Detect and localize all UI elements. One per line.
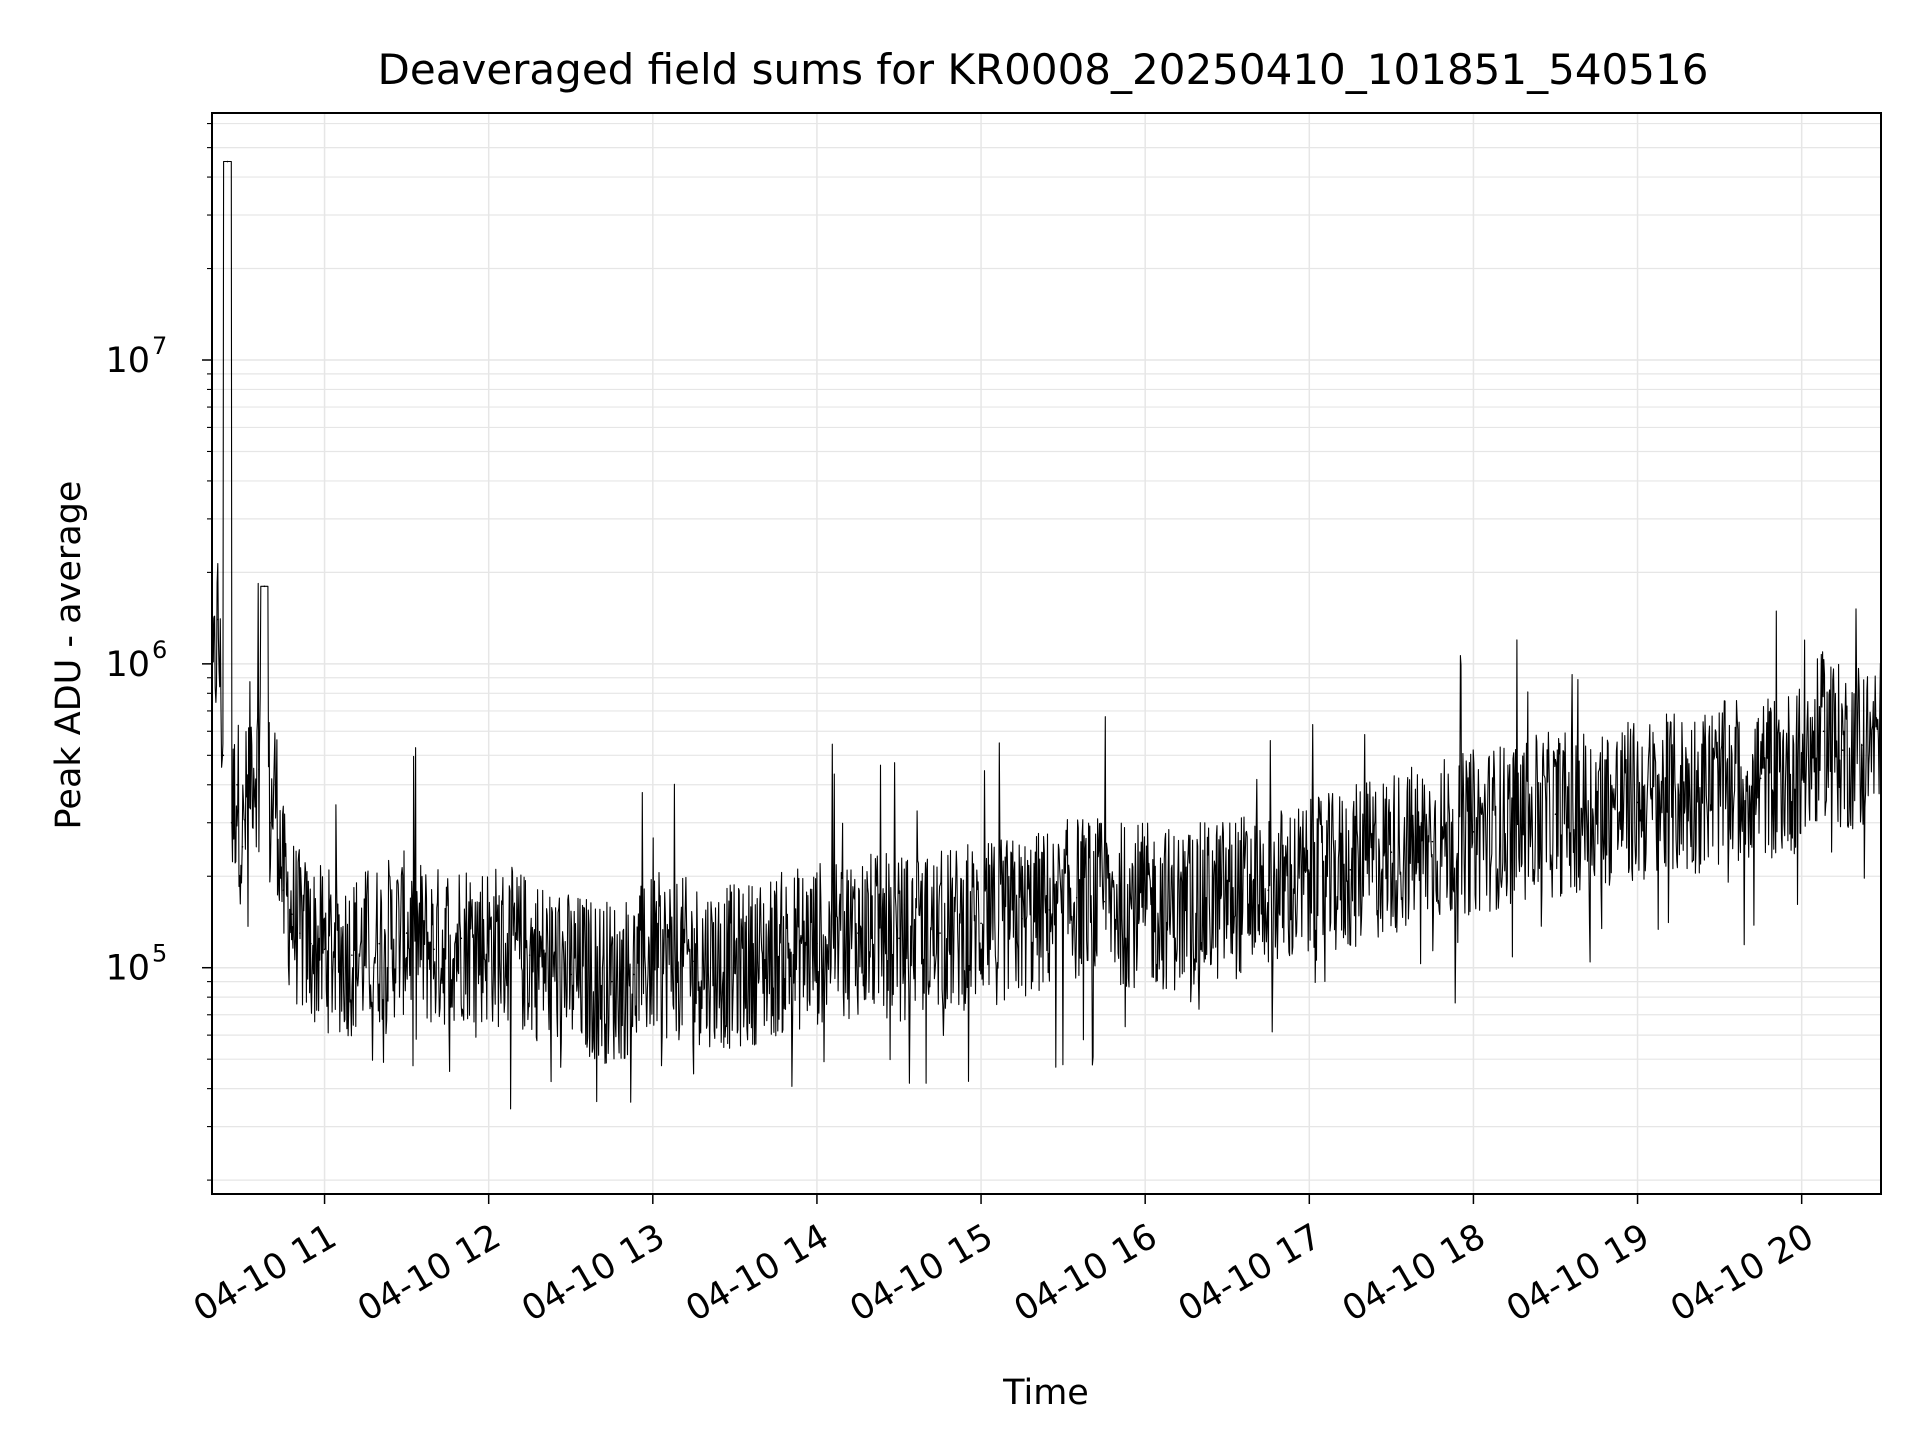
data-point (274, 783, 277, 786)
y-tick-label: 10 (105, 949, 150, 989)
data-point (1677, 794, 1680, 796)
data-point (299, 932, 301, 934)
data-point (1431, 840, 1434, 843)
data-point (1636, 801, 1639, 804)
data-point (230, 821, 233, 824)
data-point (217, 618, 219, 621)
data-point (1861, 744, 1863, 746)
data-point (1308, 882, 1311, 884)
data-point (528, 954, 531, 956)
data-point (1185, 909, 1188, 911)
data-point (857, 932, 859, 934)
grid (212, 113, 1881, 1194)
data-point (1718, 783, 1721, 786)
y-tick-label: 10 (105, 341, 150, 381)
data-point (249, 754, 252, 757)
data-point (1595, 805, 1598, 808)
data-point (323, 948, 326, 951)
data-point (1822, 730, 1825, 733)
data-point (1103, 900, 1105, 903)
data-point (1267, 889, 1270, 891)
y-tick-exponent: 5 (152, 940, 167, 968)
data-point (269, 821, 271, 824)
data-point (693, 960, 695, 963)
data-point (898, 937, 900, 940)
data-point (405, 932, 408, 934)
data-point (939, 932, 941, 934)
data-point (734, 966, 736, 969)
data-point (1021, 917, 1023, 920)
data-point (1554, 813, 1557, 816)
data-point (569, 973, 572, 976)
data-point (1759, 777, 1762, 780)
data-point (775, 954, 777, 956)
data-point (1048, 909, 1051, 911)
data-point (1226, 896, 1229, 899)
data-point (1841, 749, 1844, 751)
y-tick-exponent: 7 (152, 332, 167, 360)
x-axis-label: Time (1002, 1373, 1089, 1413)
data-point (487, 942, 490, 945)
data-point (263, 585, 266, 588)
data-point (460, 937, 463, 940)
data-point (1513, 821, 1516, 824)
data-point (241, 845, 244, 848)
data-point (1472, 831, 1475, 833)
data-point (378, 942, 381, 945)
data-point (290, 913, 293, 916)
data-point (980, 922, 982, 925)
plot-frame (211, 112, 1882, 1195)
data-layer (211, 160, 1882, 1110)
data-point (433, 948, 435, 951)
data-point (226, 160, 229, 163)
y-axis-label: Peak ADU - average (49, 481, 89, 830)
y-tick-exponent: 6 (152, 636, 167, 664)
data-point (816, 942, 818, 945)
data-point (652, 954, 654, 956)
data-point (222, 754, 225, 757)
data-point (610, 980, 613, 983)
data-point (1390, 851, 1393, 853)
data-point (282, 889, 285, 891)
data-point (1075, 896, 1078, 899)
data-point (1349, 869, 1352, 871)
data-point (236, 783, 238, 786)
data-point (1800, 768, 1803, 771)
series-line (211, 160, 1882, 1110)
data-point (632, 973, 635, 976)
data-point (351, 954, 353, 956)
data-point (258, 768, 260, 771)
y-tick-label: 10 (105, 645, 150, 685)
chart-title: Deaveraged field sums for KR0008_2025041… (378, 45, 1709, 94)
data-point (310, 942, 312, 945)
data-point (1144, 904, 1146, 907)
